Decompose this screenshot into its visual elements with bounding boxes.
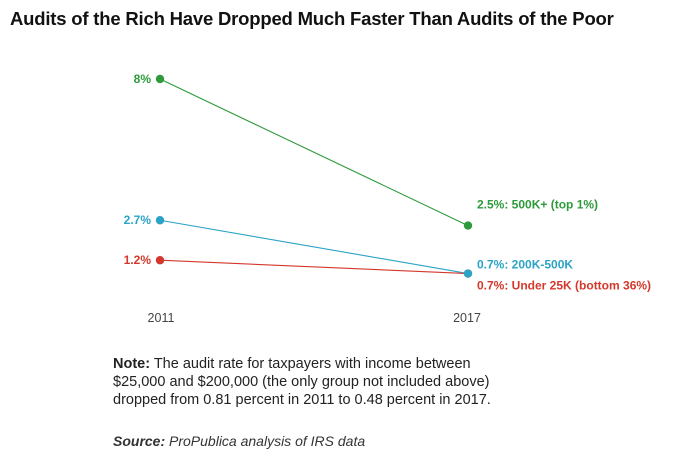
note-label: Note:: [113, 356, 151, 372]
end-label-rich: 2.5%: 500K+ (top 1%): [477, 198, 598, 212]
point-end-middle: [463, 269, 473, 278]
source-text: ProPublica analysis of IRS data: [165, 433, 366, 449]
point-end-rich: [463, 221, 473, 230]
x-tick-label-2011: 2011: [148, 311, 175, 325]
slope-chart: 8% 2.7% 1.2% 2.5%: 500K+ (top 1%) 0.7%: 200K…: [124, 72, 651, 325]
point-start-middle: [155, 216, 165, 225]
chart-title: Audits of the Rich Have Dropped Much Fas…: [10, 8, 614, 29]
note-text: The audit rate for taxpayers with income…: [113, 356, 491, 408]
source-label: Source:: [113, 433, 166, 449]
start-label-poor: 1.2%: [124, 253, 152, 267]
chart-note: Note: The audit rate for taxpayers with …: [113, 355, 523, 409]
end-label-middle: 0.7%: 200K-500K: [477, 258, 573, 272]
series-line-poor: [159, 259, 469, 275]
start-label-rich: 8%: [134, 72, 152, 86]
series-line-middle: [159, 219, 469, 275]
end-label-poor: 0.7%: Under 25K (bottom 36%): [477, 279, 651, 293]
series-line-rich: [159, 78, 469, 227]
point-start-rich: [155, 74, 165, 84]
point-start-poor: [155, 256, 165, 265]
chart-source: Source: ProPublica analysis of IRS data: [113, 433, 365, 449]
x-tick-label-2017: 2017: [453, 311, 481, 325]
start-label-middle: 2.7%: [124, 213, 152, 227]
